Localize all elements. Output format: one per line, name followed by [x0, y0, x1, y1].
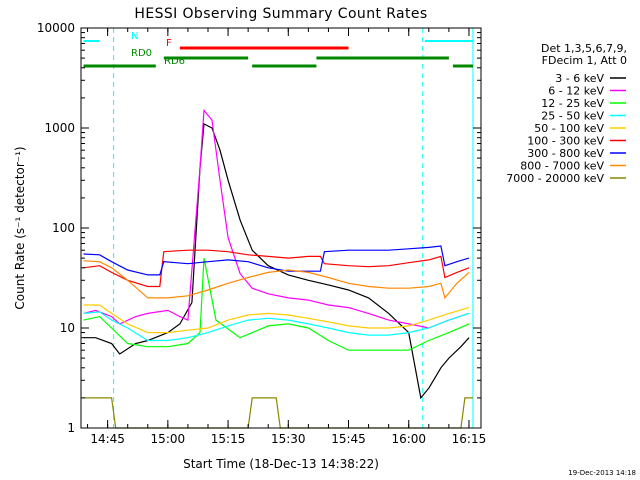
annotation-label-n: N — [131, 31, 138, 42]
plot-frame — [80, 27, 482, 429]
x-axis-label: Start Time (18-Dec-13 14:38:22) — [183, 457, 379, 471]
legend-entry-label: 100 - 300 keV — [527, 135, 604, 148]
series-line-12-25-kev — [83, 257, 470, 351]
legend-entry-label: 7000 - 20000 keV — [506, 172, 604, 185]
series-line-6-12-kev — [83, 108, 470, 329]
y-tick-label: 1000 — [44, 121, 75, 135]
series-line-300-800-kev — [83, 245, 470, 276]
legend-entry-label: 25 - 50 keV — [541, 110, 604, 123]
x-tick-label: 15:30 — [271, 432, 306, 446]
y-tick-label: 100 — [52, 221, 75, 235]
legend-entry-label: 6 - 12 keV — [548, 85, 604, 98]
annotation-label-rd0: RD0 — [131, 48, 152, 59]
x-tick-label: 15:15 — [211, 432, 246, 446]
series-line-100-300-kev — [83, 249, 470, 288]
legend-entry-label: 50 - 100 keV — [534, 122, 604, 135]
series-line-7000-20000-kev — [83, 397, 473, 429]
series-line-25-50-kev — [83, 311, 470, 342]
annotation-label-f: F — [166, 38, 172, 49]
y-tick-label: 10000 — [37, 21, 75, 35]
legend-header: FDecim 1, Att 0 — [542, 54, 627, 67]
x-tick-label: 14:45 — [90, 432, 125, 446]
legend-entry-label: 12 - 25 keV — [541, 97, 604, 110]
x-tick-label: 16:15 — [452, 432, 487, 446]
annotation-label-rd6: RD6 — [164, 56, 185, 67]
y-tick-label: 10 — [60, 321, 75, 335]
legend-header: Det 1,3,5,6,7,9, — [541, 42, 627, 55]
series-line-3-6-kev — [83, 122, 470, 400]
plot-area: N F RD0 RD6 — [80, 27, 482, 429]
x-tick-label: 15:00 — [151, 432, 186, 446]
y-axis-label: Count Rate (s⁻¹ detector⁻¹) — [13, 146, 27, 309]
x-tick-label: 15:45 — [331, 432, 366, 446]
legend: Det 1,3,5,6,7,9,FDecim 1, Att 0 3 - 6 keV… — [506, 42, 627, 185]
chart-title: HESSI Observing Summary Count Rates — [134, 6, 427, 22]
x-tick-label: 16:00 — [391, 432, 426, 446]
series-line-800-7000-kev — [83, 260, 470, 300]
x-axis: 14:45 15:00 15:15 15:30 15:45 16:00 16:15 — [87, 28, 487, 446]
legend-entry-label: 3 - 6 keV — [555, 72, 604, 85]
legend-entry-label: 800 - 7000 keV — [520, 160, 604, 173]
y-tick-label: 1 — [67, 421, 75, 435]
y-axis: 1 10 100 1000 10000 — [37, 21, 481, 435]
series-line-50-100-kev — [83, 304, 470, 334]
legend-entry-label: 300 - 800 keV — [527, 147, 604, 160]
footer-timestamp: 19-Dec-2013 14:18 — [568, 469, 636, 477]
